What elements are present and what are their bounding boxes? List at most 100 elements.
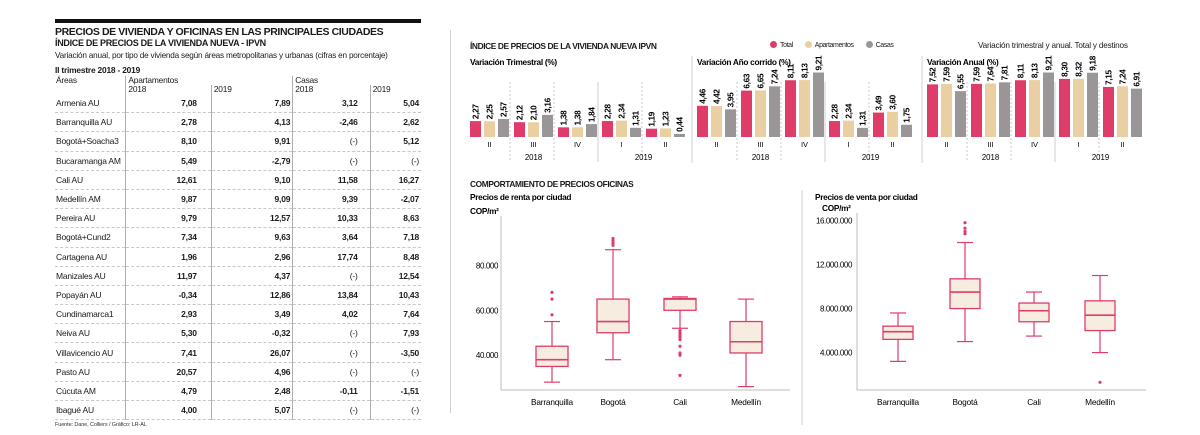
category-label: II [714, 140, 718, 149]
cell-casa-2019: (-) [369, 362, 421, 382]
data-label: 2,57 [500, 102, 509, 117]
outlier-point [678, 328, 682, 333]
cell-apt-2018: 2,93 [125, 304, 212, 325]
bar-casas [955, 91, 966, 137]
bar-chart-title: Variación Año corrido (%) [697, 57, 791, 67]
category-label: Medellín [1085, 397, 1115, 407]
bar-apartamentos [528, 122, 539, 137]
cell-apt-2018: 9,79 [125, 208, 212, 229]
data-label: 9,18 [1089, 55, 1098, 70]
cell-area: Popayán AU [55, 285, 126, 306]
cell-area: Cundinamarca1 [55, 304, 126, 325]
bar-apartamentos [1117, 86, 1128, 137]
data-label: 4,42 [713, 89, 722, 104]
cell-casa-2018: (-) [292, 362, 371, 382]
cell-area: Medellín AM [55, 189, 126, 210]
outlier-point [550, 313, 554, 317]
data-label: 2,34 [845, 103, 854, 118]
cell-casa-2019: 2,62 [369, 112, 421, 133]
cell-apt-2018: 20,57 [125, 362, 212, 382]
bar-apartamentos [660, 128, 671, 137]
legend-item-apartamentos: Apartamentos [804, 41, 854, 49]
y-tick-label: 16.000.000 [816, 217, 853, 226]
data-label: 2,28 [831, 104, 840, 119]
outlier-point [611, 241, 615, 245]
data-label: 7,81 [1001, 65, 1010, 80]
category-label: II [663, 140, 667, 149]
bar-casas [1131, 88, 1142, 137]
cell-area: Bogotá+Cund2 [55, 227, 126, 248]
box [882, 325, 914, 341]
cell-apt-2019: 9,09 [210, 189, 293, 210]
outlier-point [963, 229, 967, 234]
cell-area: Cali AU [55, 170, 126, 190]
cell-area: Cartagena AU [55, 247, 126, 267]
category-label: III [987, 140, 993, 149]
bar-apartamentos [755, 90, 766, 137]
data-label: 1,31 [859, 110, 868, 125]
bar-total [741, 90, 752, 137]
category-label: II [1120, 140, 1124, 149]
ipvn-chart-title: ÍNDICE DE PRECIOS DE LA VIVIENDA NUEVA I… [470, 41, 657, 51]
ipvn-table-panel: PRECIOS DE VIVIENDA Y OFICINAS EN LAS PR… [55, 19, 421, 428]
outlier-point [550, 297, 554, 301]
cell-area: Ibagué AU [55, 400, 126, 421]
category-label: Barranquilla [531, 397, 573, 407]
cell-casa-2018: 13,84 [292, 285, 371, 306]
cell-casa-2019: 5,12 [369, 131, 421, 152]
outlier-point [611, 236, 615, 241]
bar-apartamentos [887, 111, 898, 137]
bar-total [971, 83, 982, 137]
cell-area: Villavicencio AU [55, 342, 126, 363]
cell-casa-2018: 3,12 [292, 94, 371, 114]
category-label: IV [801, 140, 808, 149]
outlier-point [678, 337, 682, 342]
data-label: 2,34 [618, 103, 627, 118]
cell-area: Pereira AU [55, 208, 126, 229]
data-label: 7,64 [987, 66, 996, 81]
bar-total [927, 84, 938, 137]
bar-apartamentos [843, 120, 854, 137]
cell-apt-2019: 7,89 [210, 94, 293, 114]
cell-apt-2018: 4,79 [125, 381, 212, 402]
cell-casa-2019: (-) [369, 151, 421, 171]
bar-apartamentos [1029, 80, 1040, 137]
box [596, 298, 630, 334]
bar-total [873, 112, 884, 137]
table-row: Bogotá+Cund2 7,34 9,63 3,64 7,18 [55, 227, 421, 248]
year-label: 2019 [1092, 153, 1109, 162]
cell-casa-2019: -2,07 [369, 189, 421, 210]
bar-casas [1087, 72, 1098, 137]
data-label: 2,10 [530, 105, 539, 120]
bar-apartamentos [616, 120, 627, 137]
outlier-point [611, 243, 615, 247]
table-row: Cartagena AU 1,96 2,96 17,74 8,48 [55, 247, 421, 267]
ipvn-chart-subtitle: Variación trimestral y anual. Total y de… [978, 41, 1128, 50]
data-label: 3,60 [889, 94, 898, 109]
cell-casa-2018: 9,39 [292, 189, 371, 210]
header-casa-2018: 2018 [292, 85, 371, 94]
bar-apartamentos [941, 83, 952, 137]
legend-item-casas: Casas [865, 41, 894, 49]
cell-apt-2019: 9,63 [210, 227, 293, 248]
legend: Total Apartamentos Casas [770, 41, 894, 49]
category-label: II [487, 140, 491, 149]
data-label: 1,38 [574, 110, 583, 125]
data-label: 7,52 [929, 67, 938, 82]
data-label: 0,44 [676, 116, 685, 131]
data-label: 8,30 [1061, 61, 1070, 76]
header-casas: Casas [292, 76, 421, 85]
header-apartamentos: Apartamentos [125, 76, 293, 85]
category-label: II [944, 140, 948, 149]
table-row: Ibagué AU 4,00 5,07 (-) (-) [55, 400, 421, 421]
table-row: Medellín AM 9,87 9,09 9,39 -2,07 [55, 189, 421, 210]
table-header-row: Áreas Apartamentos Casas [55, 76, 421, 85]
data-label: 8,32 [1075, 61, 1084, 76]
data-label: 1,19 [648, 111, 657, 126]
header-apt-2019: 2019 [210, 85, 293, 94]
table-row: Popayán AU -0,34 12,86 13,84 10,43 [55, 285, 421, 306]
outlier-point [611, 239, 615, 243]
outlier-point [963, 221, 967, 225]
table-row: Armenia AU 7,08 7,89 3,12 5,04 [55, 94, 421, 114]
box [729, 320, 763, 354]
